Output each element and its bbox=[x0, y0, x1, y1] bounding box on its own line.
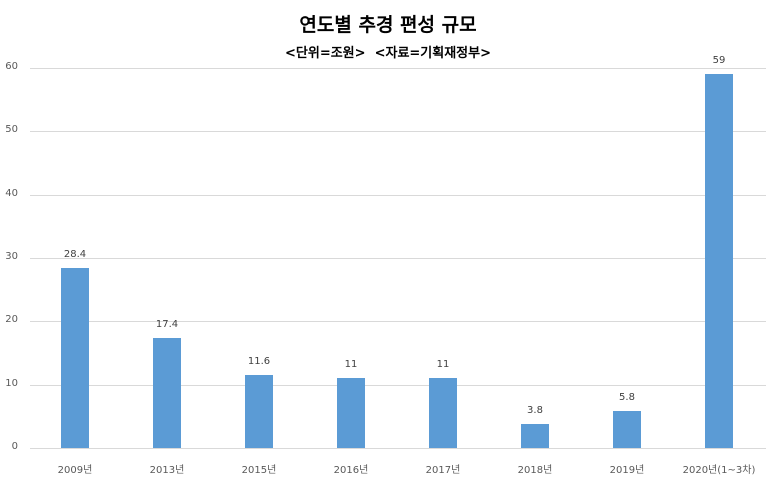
x-tick-label: 2017년 bbox=[425, 465, 461, 476]
data-label: 5.8 bbox=[619, 392, 635, 404]
y-tick-label: 30 bbox=[5, 251, 18, 262]
bar bbox=[61, 268, 89, 448]
gridline bbox=[30, 258, 766, 259]
gridline bbox=[30, 68, 766, 69]
y-tick-label: 60 bbox=[5, 61, 18, 72]
bar bbox=[429, 378, 457, 448]
gridline bbox=[30, 448, 766, 449]
gridline bbox=[30, 131, 766, 132]
data-label: 59 bbox=[712, 55, 726, 67]
data-label: 11 bbox=[344, 359, 358, 371]
data-label: 11.6 bbox=[247, 355, 271, 367]
y-tick-label: 0 bbox=[11, 441, 18, 452]
y-tick-label: 20 bbox=[5, 314, 18, 325]
y-tick-label: 10 bbox=[5, 378, 18, 389]
gridline bbox=[30, 321, 766, 322]
x-tick-label: 2020년(1~3차) bbox=[682, 465, 756, 476]
gridline bbox=[30, 195, 766, 196]
bar bbox=[245, 374, 273, 448]
x-tick-label: 2018년 bbox=[517, 465, 553, 476]
chart-subtitle: <단위=조원> <자료=기획재정부> bbox=[285, 46, 491, 61]
bar bbox=[705, 74, 733, 448]
x-tick-label: 2009년 bbox=[57, 465, 93, 476]
bar bbox=[613, 411, 641, 448]
data-label: 17.4 bbox=[155, 318, 179, 330]
bar bbox=[337, 378, 365, 448]
y-tick-label: 50 bbox=[5, 124, 18, 135]
gridline bbox=[30, 385, 766, 386]
x-tick-label: 2015년 bbox=[241, 465, 277, 476]
data-label: 28.4 bbox=[63, 249, 87, 261]
x-tick-label: 2019년 bbox=[609, 465, 645, 476]
data-label: 11 bbox=[436, 359, 450, 371]
bar bbox=[153, 337, 181, 448]
x-tick-label: 2016년 bbox=[333, 465, 369, 476]
chart-title: 연도별 추경 편성 규모 bbox=[299, 14, 477, 36]
bar bbox=[521, 423, 549, 448]
data-label: 3.8 bbox=[527, 404, 543, 416]
x-tick-label: 2013년 bbox=[149, 465, 185, 476]
y-tick-label: 40 bbox=[5, 188, 18, 199]
